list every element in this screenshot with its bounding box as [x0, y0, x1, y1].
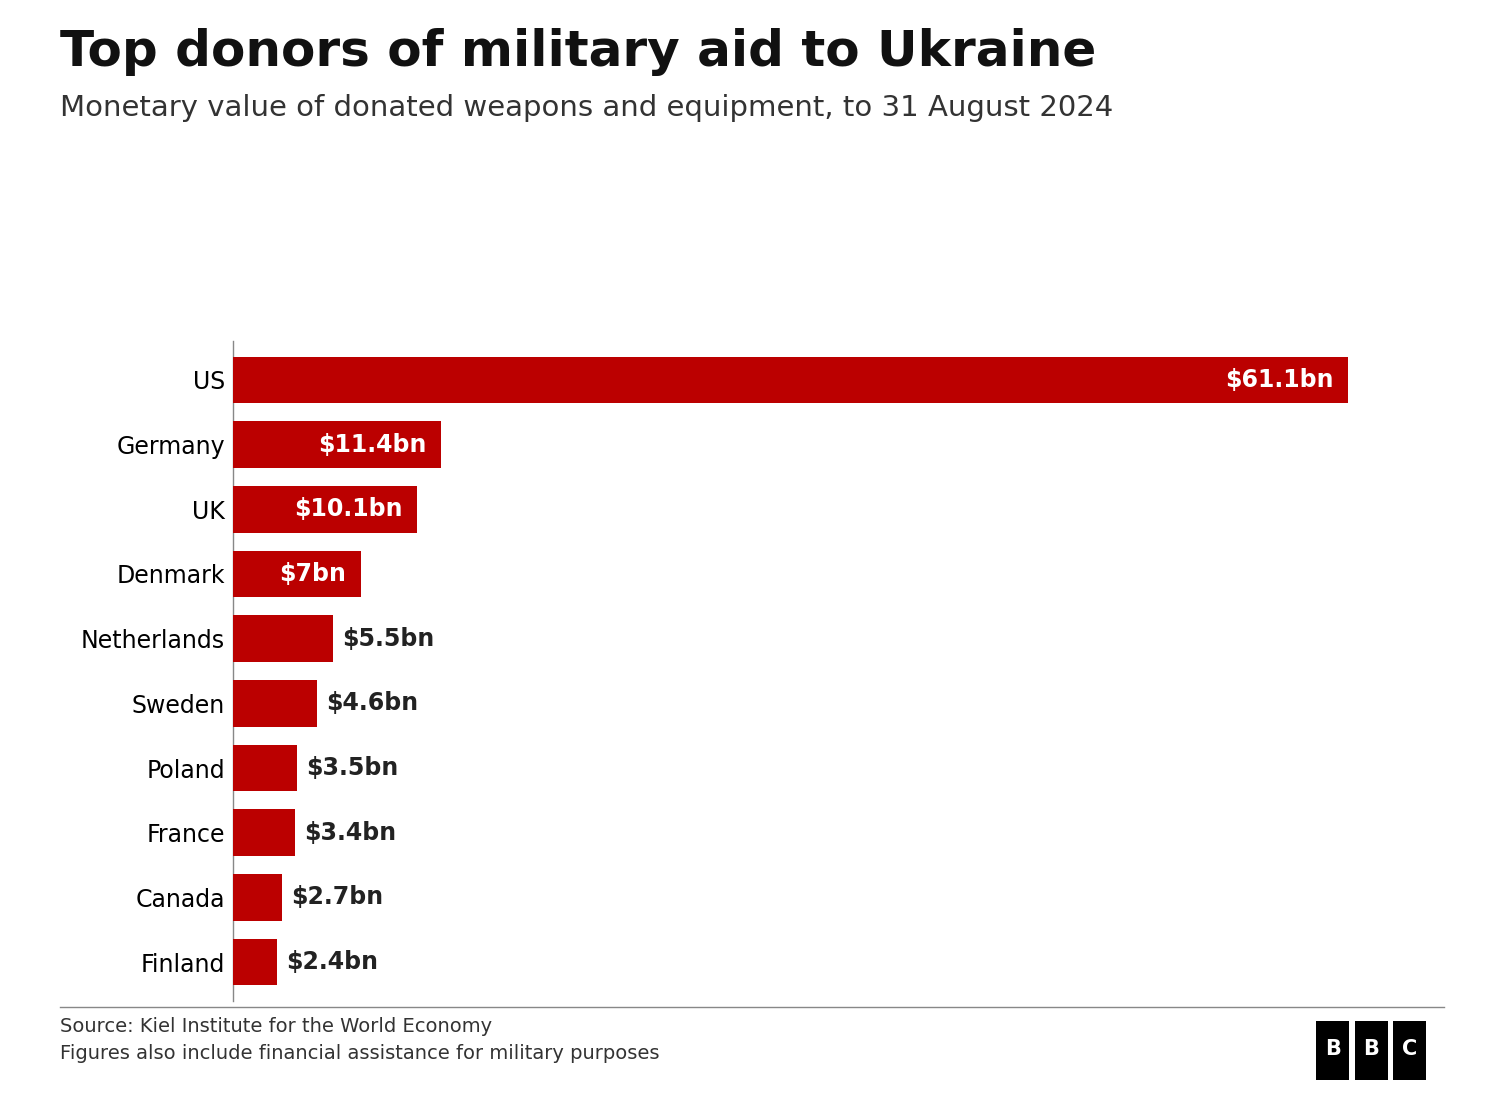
Text: $3.5bn: $3.5bn: [307, 756, 399, 780]
Text: $3.4bn: $3.4bn: [304, 821, 397, 845]
Bar: [1393, 1021, 1426, 1080]
Text: Monetary value of donated weapons and equipment, to 31 August 2024: Monetary value of donated weapons and eq…: [60, 94, 1113, 121]
Text: $7bn: $7bn: [280, 562, 346, 586]
Text: $2.4bn: $2.4bn: [286, 950, 378, 975]
Bar: [233, 939, 277, 986]
Bar: [233, 810, 295, 856]
Bar: [1355, 1021, 1388, 1080]
Bar: [233, 551, 361, 597]
Bar: [233, 486, 418, 532]
Text: Top donors of military aid to Ukraine: Top donors of military aid to Ukraine: [60, 28, 1096, 76]
Text: $4.6bn: $4.6bn: [326, 692, 418, 715]
Text: $61.1bn: $61.1bn: [1224, 367, 1334, 392]
Text: Source: Kiel Institute for the World Economy
Figures also include financial assi: Source: Kiel Institute for the World Eco…: [60, 1018, 660, 1063]
Bar: [233, 874, 283, 921]
Bar: [233, 421, 441, 468]
Text: $11.4bn: $11.4bn: [319, 432, 427, 456]
Text: B: B: [1325, 1040, 1340, 1059]
Text: $2.7bn: $2.7bn: [292, 886, 384, 910]
Bar: [233, 745, 296, 791]
Text: C: C: [1402, 1040, 1417, 1059]
Text: $10.1bn: $10.1bn: [295, 497, 403, 521]
Text: B: B: [1363, 1040, 1379, 1059]
Text: $5.5bn: $5.5bn: [343, 627, 435, 650]
Bar: [233, 356, 1348, 403]
Bar: [1316, 1021, 1349, 1080]
Bar: [233, 615, 334, 662]
Bar: [233, 680, 317, 727]
